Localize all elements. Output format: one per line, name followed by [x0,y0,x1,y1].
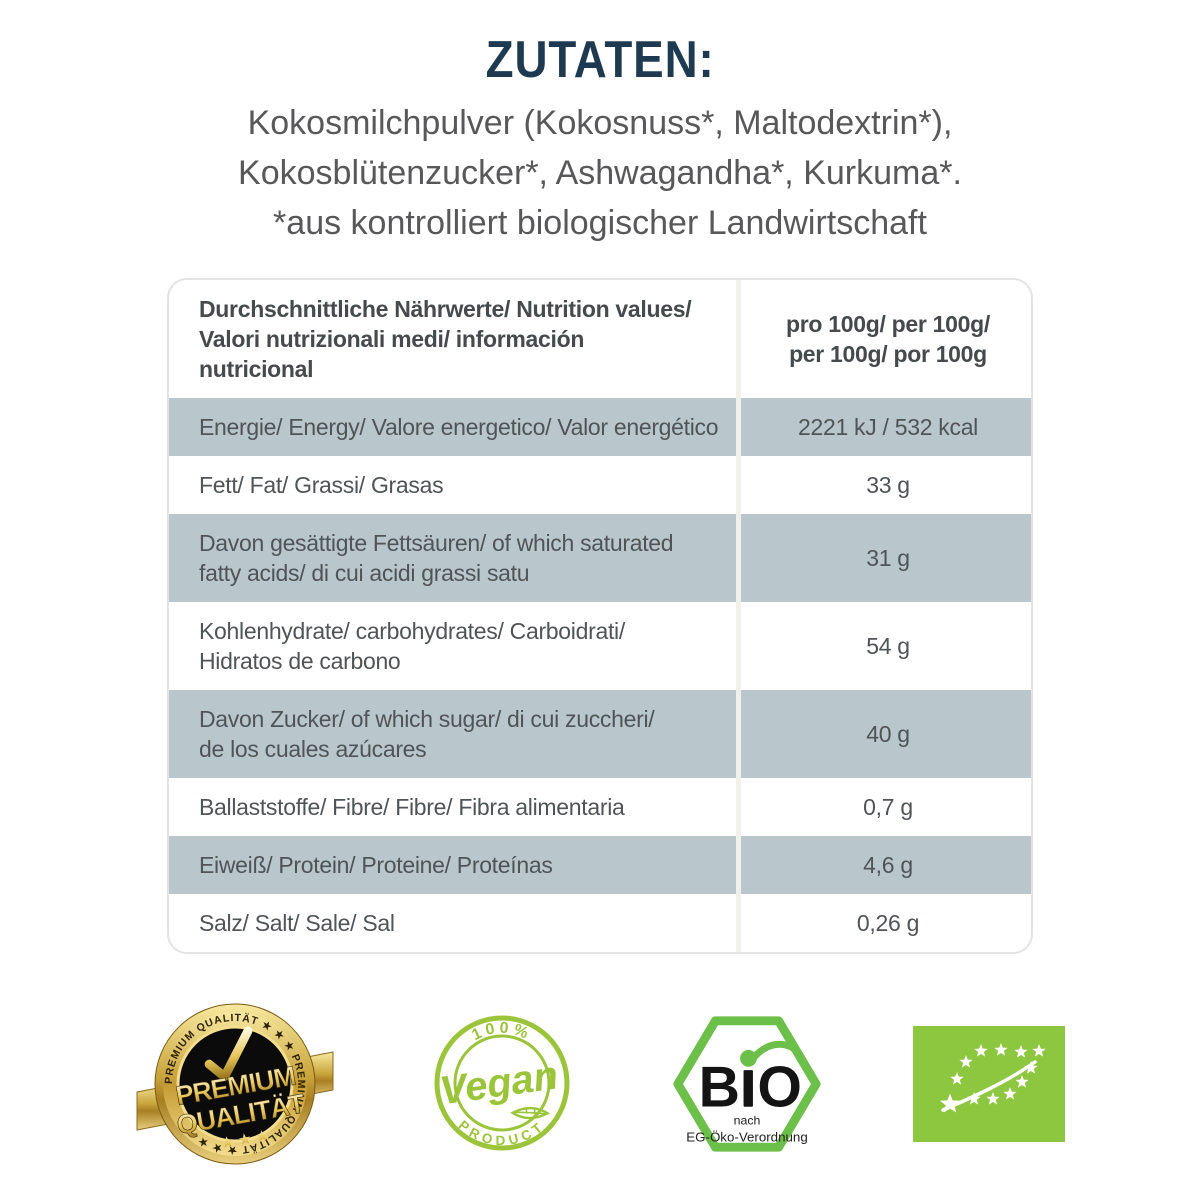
row-value: 4,6 g [741,836,1031,894]
table-row: Salz/ Salt/ Sale/ Sal 0,26 g [169,894,1031,952]
row-label: Ballaststoffe/ Fibre/ Fibre/ Fibra alime… [169,778,736,836]
bio-badge: B O nach EG-Öko-Verordnung [668,1005,826,1168]
bio-sub2: EG-Öko-Verordnung [687,1129,809,1144]
vegan-bottom-text: PRODUCT [455,1117,543,1148]
nutrition-table: Durchschnittliche Nährwerte/ Nutrition v… [167,278,1033,954]
table-row: Davon gesättigte Fettsäuren/ of which sa… [169,514,1031,602]
bio-hexagon-icon: B O nach EG-Öko-Verordnung [673,1015,821,1152]
column-divider [736,602,741,690]
bio-i-dot [740,1049,758,1067]
column-divider [736,778,741,836]
table-header-row: Durchschnittliche Nährwerte/ Nutrition v… [169,280,1031,398]
checkmark-icon [204,1026,253,1082]
row-label: Energie/ Energy/ Valore energetico/ Valo… [169,398,736,456]
vegan-word: Vegan [437,1053,561,1113]
row-value: 31 g [741,514,1031,602]
svg-text:PRODUCT: PRODUCT [455,1117,548,1148]
row-value: 2221 kJ / 532 kcal [741,398,1031,456]
ingredients-section: ZUTATEN: Kokosmilchpulver (Kokosnuss*, M… [0,0,1200,248]
table-row: Fett/ Fat/ Grassi/ Grasas 33 g [169,456,1031,514]
table-row: Davon Zucker/ of which sugar/ di cui zuc… [169,690,1031,778]
row-label: Salz/ Salt/ Sale/ Sal [169,894,736,952]
certification-badges: PREMIUM QUALITÄT ★ ★ ★ PREMIUM QUALITÄT … [135,996,1065,1176]
row-value: 40 g [741,690,1031,778]
row-label: Eiweiß/ Protein/ Proteine/ Proteínas [169,836,736,894]
premium-quality-badge: PREMIUM QUALITÄT ★ ★ ★ PREMIUM QUALITÄT … [135,996,335,1176]
table-row: Eiweiß/ Protein/ Proteine/ Proteínas 4,6 … [169,836,1031,894]
eu-organic-badge [912,1025,1065,1147]
table-row: Kohlenhydrate/ carbohydrates/ Carboidrat… [169,602,1031,690]
row-label: Fett/ Fat/ Grassi/ Grasas [169,456,736,514]
bio-letter-o: O [758,1055,803,1119]
table-row: Ballaststoffe/ Fibre/ Fibre/ Fibra alime… [169,778,1031,836]
premium-quality-seal-icon: PREMIUM QUALITÄT ★ ★ ★ PREMIUM QUALITÄT … [136,1003,334,1165]
row-value: 33 g [741,456,1031,514]
column-divider [736,514,741,602]
vegan-badge: 100% PRODUCT Vegan [422,999,582,1174]
row-value: 54 g [741,602,1031,690]
row-value: 0,7 g [741,778,1031,836]
bio-letter-b: B [699,1055,740,1119]
eu-organic-leaf-icon [912,1025,1065,1142]
column-divider [736,836,741,894]
vegan-stamp-icon: 100% PRODUCT Vegan [434,1015,570,1150]
row-label: Kohlenhydrate/ carbohydrates/ Carboidrat… [169,602,736,690]
leaf-icon [509,1106,550,1119]
column-divider [736,280,741,398]
row-label: Davon Zucker/ of which sugar/ di cui zuc… [169,690,736,778]
column-divider [736,690,741,778]
bio-swoosh [751,1040,803,1060]
ingredients-text: Kokosmilchpulver (Kokosnuss*, Maltodextr… [238,104,962,242]
row-label: Davon gesättigte Fettsäuren/ of which sa… [169,514,736,602]
table-body: Energie/ Energy/ Valore energetico/ Valo… [169,398,1031,952]
column-divider [736,456,741,514]
table-header-label: Durchschnittliche Nährwerte/ Nutrition v… [169,280,736,398]
table-header-value: pro 100g/ per 100g/ per 100g/ por 100g [741,280,1031,398]
row-value: 0,26 g [741,894,1031,952]
column-divider [736,894,741,952]
column-divider [736,398,741,456]
page-title: ZUTATEN: [485,31,715,89]
leaf-stem-swoosh [941,1059,1037,1112]
table-row: Energie/ Energy/ Valore energetico/ Valo… [169,398,1031,456]
bio-i-stem [743,1069,754,1107]
bio-sub1: nach [734,1113,761,1127]
